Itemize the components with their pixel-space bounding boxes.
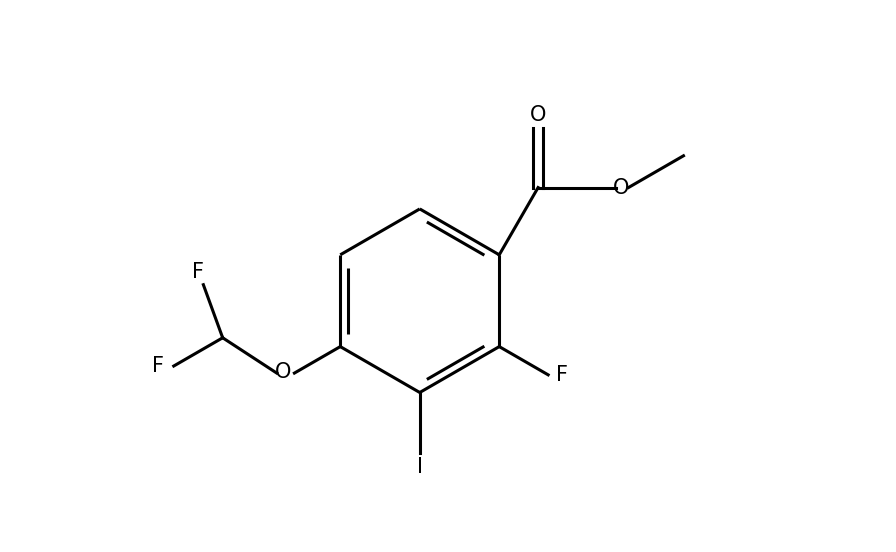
Text: O: O	[275, 362, 291, 381]
Text: I: I	[417, 457, 423, 476]
Text: F: F	[152, 356, 164, 376]
Text: F: F	[192, 262, 203, 282]
Text: O: O	[613, 178, 630, 198]
Text: F: F	[556, 365, 568, 385]
Text: O: O	[530, 105, 547, 125]
